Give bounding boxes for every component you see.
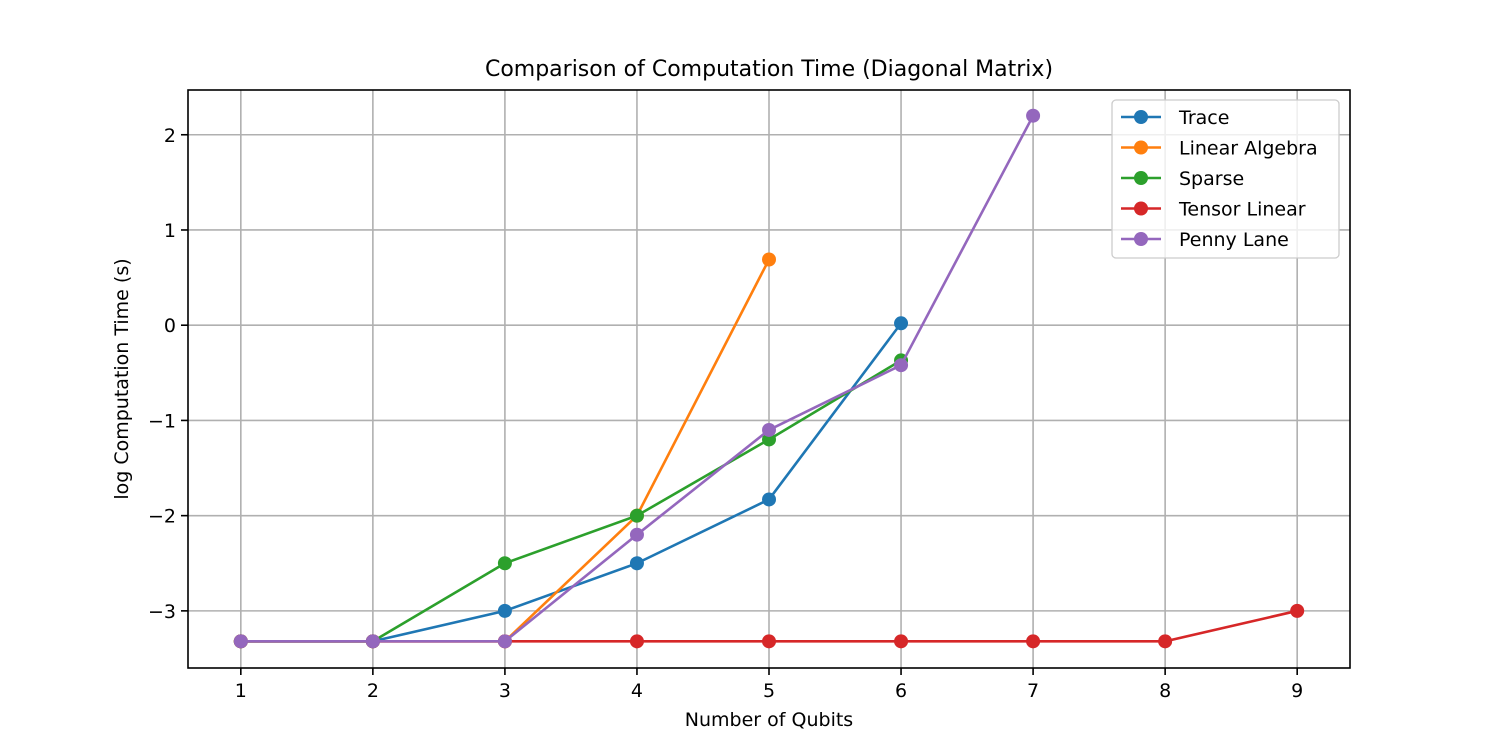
x-tick-label: 8 [1159,680,1171,702]
data-point-tensor-linear [1158,634,1173,649]
legend-label-linear-algebra: Linear Algebra [1179,138,1318,160]
x-tick-label: 5 [763,680,775,702]
y-tick-label: 2 [164,125,176,147]
x-tick-label: 9 [1291,680,1303,702]
x-axis-label: Number of Qubits [685,709,853,731]
data-point-tensor-linear [1290,603,1305,618]
legend: Trace Linear Algebra Sparse Tensor Linear Pe… [1111,99,1340,259]
legend-box [1111,99,1340,259]
data-point-penny-lane [894,358,909,373]
legend-label-trace: Trace [1178,107,1229,129]
data-point-penny-lane [497,634,512,649]
legend-label-sparse: Sparse [1179,168,1244,190]
y-tick-label: −1 [148,410,176,432]
data-point-linear-algebra [762,252,776,267]
data-point-sparse [629,508,644,523]
data-point-tensor-linear [762,634,776,649]
x-tick-label: 4 [631,680,643,702]
data-point-penny-lane [233,634,248,649]
legend-label-penny-lane: Penny Lane [1179,229,1289,251]
axis-ticks: 1 2 3 4 5 6 7 8 9 −3 −2 −1 0 1 2 [148,125,1303,702]
data-point-penny-lane [1026,108,1041,123]
x-tick-label: 3 [499,680,511,702]
y-tick-label: −3 [148,601,176,623]
data-point-tensor-linear [1026,634,1041,649]
x-tick-label: 6 [895,680,907,702]
legend-marker-tensor-linear [1134,201,1148,216]
x-tick-label: 7 [1027,680,1039,702]
series-group [233,108,1305,649]
y-tick-label: −2 [148,506,176,528]
chart-title: Comparison of Computation Time (Diagonal… [485,57,1053,82]
data-point-penny-lane [629,527,644,542]
series-penny-lane [233,108,1041,649]
data-point-sparse [497,556,512,571]
x-tick-label: 2 [367,680,379,702]
legend-marker-linear-algebra [1134,140,1148,155]
data-point-trace [894,316,909,331]
data-point-trace [762,492,776,507]
legend-label-tensor-linear: Tensor Linear [1178,199,1306,221]
legend-marker-penny-lane [1134,232,1148,246]
x-tick-label: 1 [235,680,247,702]
data-point-trace [629,556,644,571]
data-point-penny-lane [762,422,776,437]
y-tick-label: 0 [164,315,176,337]
legend-marker-sparse [1134,171,1148,185]
data-point-penny-lane [365,634,380,649]
data-point-tensor-linear [629,634,644,649]
data-point-trace [497,603,512,618]
data-point-tensor-linear [894,634,909,649]
y-tick-label: 1 [164,220,176,242]
legend-marker-trace [1134,110,1148,124]
y-axis-label: log Computation Time (s) [111,258,133,499]
